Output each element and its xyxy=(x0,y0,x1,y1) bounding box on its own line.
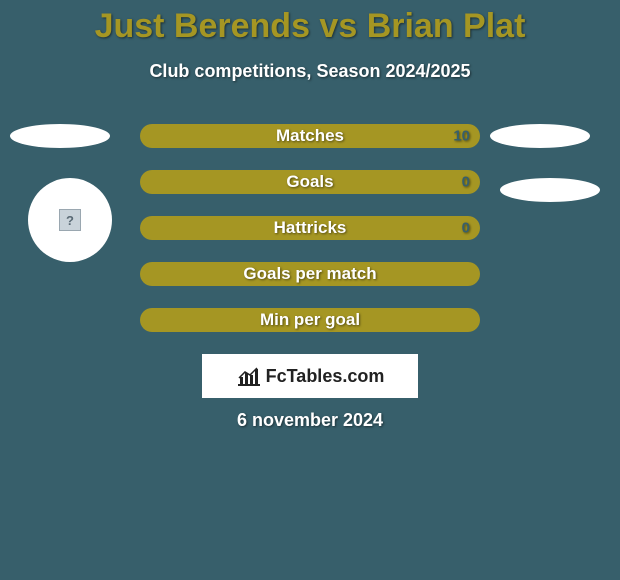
stat-label: Min per goal xyxy=(260,310,360,330)
stat-bar: Goals 0 xyxy=(140,170,480,194)
stat-label: Matches xyxy=(276,126,344,146)
avatar-glyph: ? xyxy=(66,213,74,228)
date-label: 6 november 2024 xyxy=(0,410,620,431)
page-title: Just Berends vs Brian Plat xyxy=(0,0,620,47)
avatar-placeholder-icon: ? xyxy=(59,209,81,231)
subtitle: Club competitions, Season 2024/2025 xyxy=(0,61,620,82)
stat-bar: Matches 10 xyxy=(140,124,480,148)
stat-bar: Hattricks 0 xyxy=(140,216,480,240)
stat-label: Hattricks xyxy=(274,218,347,238)
source-badge: FcTables.com xyxy=(202,354,418,398)
stat-bar: Min per goal xyxy=(140,308,480,332)
stat-label: Goals xyxy=(286,172,333,192)
stat-value: 10 xyxy=(453,128,470,145)
stat-label: Goals per match xyxy=(243,264,376,284)
stat-value: 0 xyxy=(462,220,470,237)
stat-value: 0 xyxy=(462,174,470,191)
stat-bars: Matches 10 Goals 0 Hattricks 0 Goals per match… xyxy=(140,124,480,354)
source-name: FcTables.com xyxy=(266,366,385,387)
right-player-marker-1 xyxy=(490,124,590,148)
chart-icon xyxy=(236,365,262,387)
left-player-marker xyxy=(10,124,110,148)
right-player-marker-2 xyxy=(500,178,600,202)
player-avatar: ? xyxy=(28,178,112,262)
comparison-card: Just Berends vs Brian Plat Club competit… xyxy=(0,0,620,580)
stat-bar: Goals per match xyxy=(140,262,480,286)
